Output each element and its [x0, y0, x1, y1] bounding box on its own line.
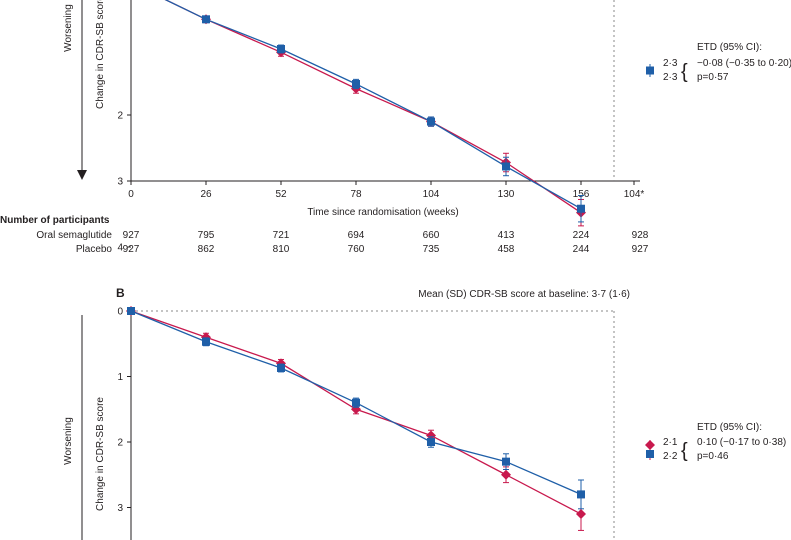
participants-count-placebo: 810 [273, 244, 290, 255]
a-xtick-label: 0 [128, 189, 134, 200]
b-point-placebo [576, 509, 586, 520]
participants-count-placebo: 735 [423, 244, 440, 255]
b-ytick-label: 2 [117, 438, 123, 449]
b-end-semaglutide [646, 450, 654, 458]
a-point-semaglutide [352, 79, 360, 88]
participants-count-semaglutide: 694 [348, 230, 365, 241]
participants-count-placebo: 458 [498, 244, 515, 255]
participants-count-placebo: 244 [573, 244, 590, 255]
b-ytick-label: 3 [117, 503, 123, 514]
participants-row-label-sema: Oral semaglutide [36, 230, 112, 241]
a-ytick-label: 3 [117, 177, 123, 188]
a-point-semaglutide [202, 15, 210, 24]
a-ytick-label: 2 [117, 111, 123, 122]
participants-count-semaglutide: 928 [632, 230, 649, 241]
panel-a-worsening-label: Worsening [63, 4, 74, 52]
participants-count-semaglutide: 927 [123, 230, 140, 241]
participants-count-placebo: 927 [123, 244, 140, 255]
panel-b-worsening-label: Worsening [63, 417, 74, 465]
panel-a-sema-end-label: 2·3 [663, 58, 678, 69]
panel-b-brace: { [681, 440, 688, 462]
a-point-semaglutide [427, 117, 435, 126]
a-end-semaglutide [646, 66, 654, 75]
participants-count-semaglutide: 413 [498, 230, 515, 241]
panel-a-p-value: p=0·57 [697, 72, 729, 83]
participants-title: Number of participants [0, 215, 110, 226]
panel-a-x-axis-label: Time since randomisation (weeks) [307, 207, 458, 218]
panel-a-brace: { [681, 61, 688, 83]
participants-count-placebo: 862 [198, 244, 215, 255]
panel-a-etd-title: ETD (95% CI): [697, 42, 762, 53]
a-xtick-label: 104 [423, 189, 440, 200]
panel-b-sema-end-label: 2·2 [663, 451, 678, 462]
b-point-placebo [351, 404, 361, 415]
b-point-semaglutide [202, 337, 210, 346]
panel-b-baseline-note: Mean (SD) CDR-SB score at baseline: 3·7 … [418, 289, 630, 300]
a-xtick-label: 26 [200, 189, 212, 200]
panel-a: Worsening Change in CDR-SB score 2 3 4 0 26… [0, 0, 791, 255]
b-ytick-label: 1 [117, 372, 123, 383]
a-point-semaglutide [277, 45, 285, 53]
a-ytick-label: 4 [117, 243, 123, 254]
a-line-semaglutide [164, 0, 582, 210]
a-xtick-label: 52 [275, 189, 287, 200]
panel-a-placebo-end-label: 2·3 [663, 72, 678, 83]
participants-row-label-placebo: Placebo [76, 244, 113, 255]
panel-b-y-axis-label: Change in CDR-SB score [95, 397, 106, 511]
b-point-semaglutide [352, 398, 360, 407]
a-point-semaglutide [577, 204, 585, 213]
panel-a-etd-value: −0·08 (−0·35 to 0·20) [697, 58, 791, 69]
panel-b: B Mean (SD) CDR-SB score at baseline: 3·… [63, 286, 786, 540]
b-point-placebo [426, 430, 436, 441]
b-point-semaglutide [277, 363, 285, 372]
a-point-semaglutide [502, 162, 510, 171]
panel-a-arrow-head [77, 170, 87, 180]
panel-b-etd-value: 0·10 (−0·17 to 0·38) [697, 437, 786, 448]
participants-count-placebo: 760 [348, 244, 365, 255]
participants-count-semaglutide: 224 [573, 230, 590, 241]
a-xtick-label: 156 [573, 189, 590, 200]
b-end-placebo [645, 440, 655, 450]
b-point-semaglutide [577, 490, 585, 499]
panel-a-y-axis-label: Change in CDR-SB score [95, 0, 106, 109]
b-point-semaglutide [427, 438, 435, 446]
panel-b-letter: B [116, 286, 125, 300]
panel-b-placebo-end-label: 2·1 [663, 437, 678, 448]
a-xtick-label: 130 [498, 189, 515, 200]
a-xtick-label: 104* [624, 189, 645, 200]
participants-count-semaglutide: 721 [273, 230, 290, 241]
a-xtick-label: 78 [350, 189, 362, 200]
b-ytick-label: 0 [117, 307, 123, 318]
b-point-semaglutide [502, 457, 510, 466]
participants-count-placebo: 927 [632, 244, 649, 255]
panel-b-etd-title: ETD (95% CI): [697, 422, 762, 433]
participants-count-semaglutide: 795 [198, 230, 215, 241]
b-point-semaglutide [127, 307, 135, 315]
b-point-placebo [501, 469, 511, 480]
participants-count-semaglutide: 660 [423, 230, 440, 241]
panel-b-p-value: p=0·46 [697, 451, 729, 462]
